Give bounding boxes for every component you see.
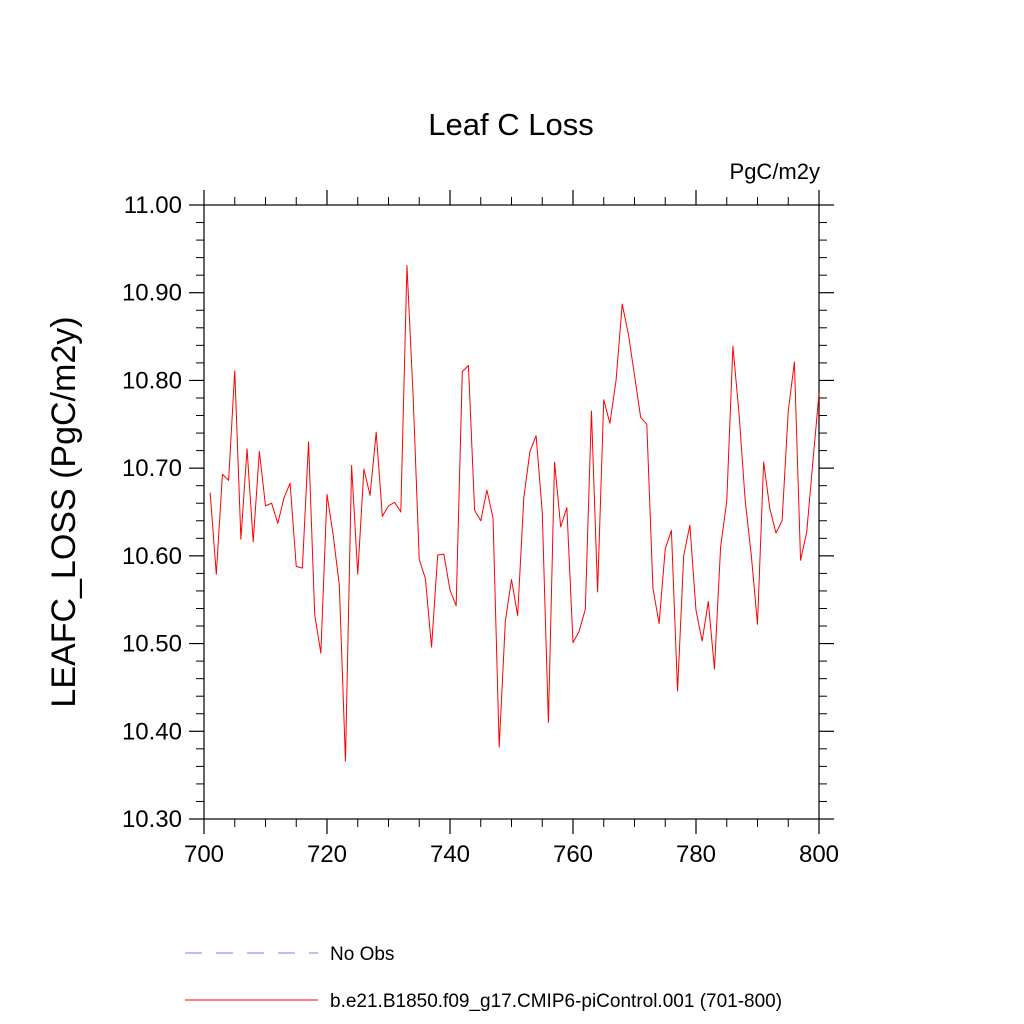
- legend: No Obs b.e21.B1850.f09_g17.CMIP6-piContro…: [185, 944, 782, 1012]
- y-tick-label: 10.70: [122, 455, 182, 482]
- x-tick-label: 740: [430, 841, 470, 868]
- y-axis-label: LEAFC_LOSS (PgC/m2y): [45, 316, 83, 707]
- y-tick-label: 10.40: [122, 718, 182, 745]
- x-tick-label: 780: [676, 841, 716, 868]
- axis-ticks: 700 720 740 760 780 800 10.30 10.40 10.50 10.60 10…: [122, 190, 839, 868]
- y-tick-label: 10.80: [122, 367, 182, 394]
- x-tick-label: 700: [184, 841, 224, 868]
- legend-label-0: No Obs: [330, 944, 394, 965]
- x-tick-label: 720: [307, 841, 347, 868]
- y-tick-label: 10.30: [122, 806, 182, 833]
- y-tick-label: 10.50: [122, 631, 182, 658]
- series-layer: [209, 265, 820, 762]
- x-tick-label: 800: [799, 841, 839, 868]
- x-tick-label: 760: [553, 841, 593, 868]
- legend-label-1: b.e21.B1850.f09_g17.CMIP6-piControl.001 …: [330, 991, 782, 1012]
- units-label: PgC/m2y: [730, 159, 820, 184]
- y-tick-label: 11.00: [124, 192, 182, 219]
- series-line-1: [209, 265, 820, 762]
- y-tick-label: 10.60: [122, 543, 182, 570]
- y-tick-label: 10.90: [122, 280, 182, 307]
- plot-frame: [203, 204, 820, 820]
- chart-title: Leaf C Loss: [428, 107, 593, 142]
